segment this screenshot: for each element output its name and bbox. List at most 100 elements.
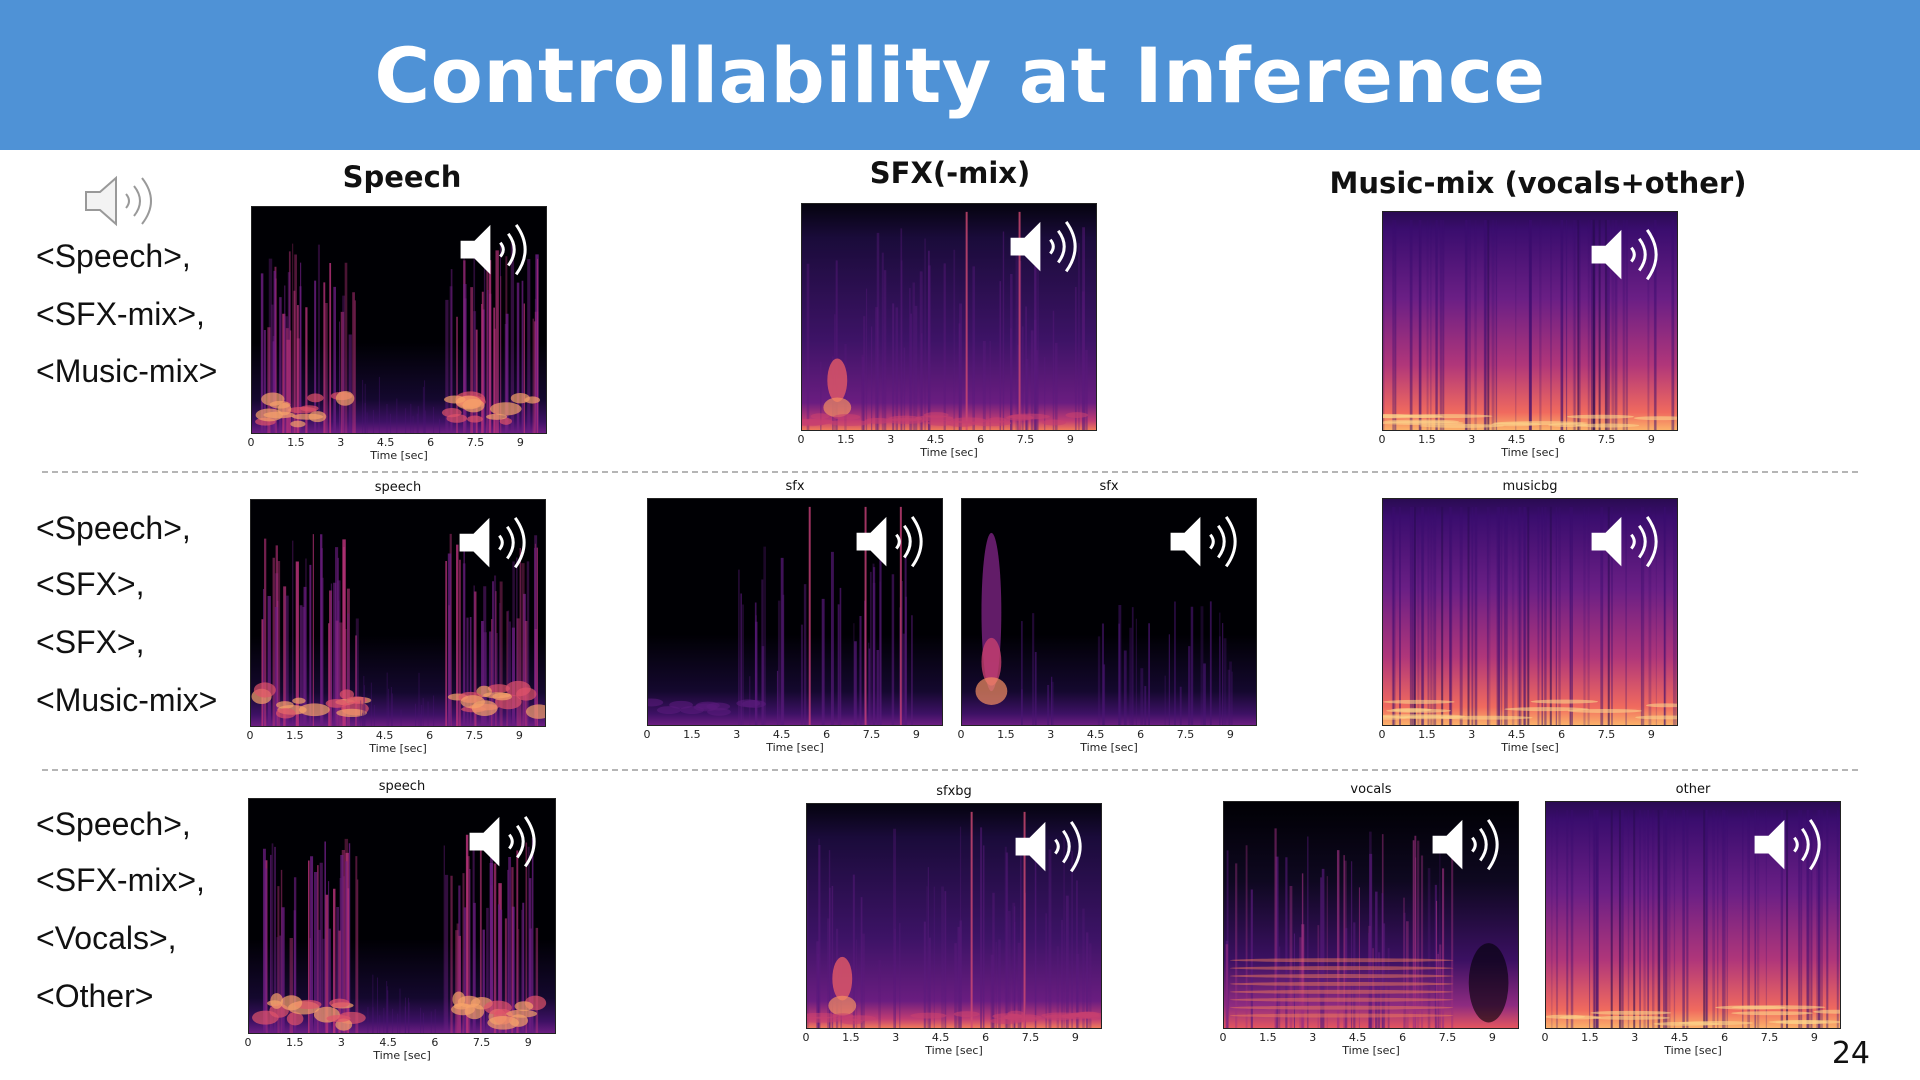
x-axis-label: Time [sec] [1080, 741, 1138, 754]
x-tick-label: 4.5 [1348, 1031, 1367, 1044]
x-tick-label: 7.5 [466, 436, 485, 449]
spectrogram-image [250, 499, 546, 727]
x-tick-label: 0 [244, 1036, 252, 1049]
x-tick-label: 3 [1309, 1031, 1317, 1044]
spectrogram-panel[interactable]: 0 1.5 3 4.5 6 7.5 9 Time [sec] [797, 203, 1097, 461]
spectrogram-image [251, 206, 547, 434]
x-tick-label: 7.5 [1597, 728, 1616, 741]
x-tick-label: 3 [1468, 728, 1476, 741]
x-axis-label: Time [sec] [373, 1049, 431, 1062]
x-tick-label: 6 [982, 1031, 990, 1044]
row-label: <SFX-mix>, [36, 296, 205, 332]
x-tick-label: 0 [1541, 1031, 1549, 1044]
x-tick-label: 9 [515, 729, 523, 742]
speaker-volume-icon[interactable] [1010, 220, 1077, 273]
speaker-volume-icon[interactable] [1015, 820, 1082, 873]
x-tick-label: 0 [797, 433, 805, 446]
speaker-volume-icon[interactable] [459, 516, 526, 569]
x-tick-label: 1.5 [683, 728, 701, 741]
x-tick-label: 7.5 [465, 729, 484, 742]
x-tick-label: 9 [1071, 1031, 1079, 1044]
x-tick-label: 6 [1558, 728, 1566, 741]
x-tick-label: 1.5 [837, 433, 855, 446]
spectrogram-panel[interactable]: sfx 0 1.5 3 4.5 6 7.5 9 Time [sec] [644, 479, 943, 756]
x-axis-label: Time [sec] [1501, 446, 1559, 459]
speaker-volume-icon[interactable] [1754, 818, 1821, 871]
x-axis-label: Time [sec] [1342, 1044, 1400, 1057]
row-label: <Other> [36, 978, 154, 1014]
x-tick-label: 9 [1066, 433, 1074, 446]
x-tick-label: 1.5 [1259, 1031, 1277, 1044]
speaker-outline-icon[interactable] [82, 170, 162, 232]
x-tick-label: 1.5 [285, 1036, 304, 1049]
x-tick-label: 9 [1810, 1031, 1818, 1044]
x-tick-label: 3 [733, 728, 741, 741]
slide-title: Controllability at Inference [374, 30, 1546, 120]
spectrogram-image [801, 203, 1097, 431]
x-tick-label: 6 [1721, 1031, 1729, 1044]
speaker-volume-icon[interactable] [460, 223, 527, 276]
spectrogram-image [1223, 801, 1519, 1029]
spectrogram-panel[interactable]: musicbg 0 1.5 3 4.5 6 7.5 9 Time [sec] [1379, 479, 1678, 756]
x-tick-label: 3 [892, 1031, 900, 1044]
x-axis-label: Time [sec] [920, 446, 978, 459]
spectrogram-panel[interactable]: 0 1.5 3 4.5 6 7.5 9 Time [sec] [248, 206, 547, 464]
x-tick-label: 6 [1137, 728, 1145, 741]
spectrogram-panel[interactable]: other 0 1.5 3 4.5 6 7.5 9 Time [sec] [1541, 782, 1841, 1059]
row-separator [42, 769, 1858, 771]
x-tick-label: 3 [1631, 1031, 1639, 1044]
x-tick-label: 6 [431, 1036, 439, 1049]
x-axis-label: Time [sec] [766, 741, 824, 754]
row-label: <Speech>, [36, 238, 191, 274]
x-tick-label: 7.5 [1760, 1031, 1779, 1044]
spectrogram-panel[interactable]: sfxbg 0 1.5 3 4.5 6 7.5 9 Time [sec] [802, 784, 1102, 1059]
spectrogram-image [647, 498, 943, 726]
x-tick-label: 0 [246, 729, 254, 742]
x-tick-label: 3 [336, 729, 344, 742]
x-axis-label: Time [sec] [369, 742, 427, 755]
speaker-volume-icon[interactable] [856, 515, 923, 568]
spectrogram-image [806, 803, 1102, 1029]
x-tick-label: 4.5 [379, 1036, 397, 1049]
row-label: <SFX-mix>, [36, 862, 205, 898]
spectrogram-panel[interactable]: 0 1.5 3 4.5 6 7.5 9 Time [sec] [1379, 211, 1678, 461]
spectrogram-image [1545, 801, 1841, 1029]
speaker-volume-icon[interactable] [1591, 228, 1658, 281]
x-tick-label: 4.5 [772, 728, 791, 741]
row-label: <Vocals>, [36, 920, 177, 956]
x-tick-label: 7.5 [862, 728, 881, 741]
spectrogram-panel[interactable]: vocals 0 1.5 3 4.5 6 7.5 9 Time [sec] [1220, 782, 1519, 1059]
x-tick-label: 6 [426, 729, 434, 742]
x-tick-label: 4.5 [1670, 1031, 1689, 1044]
x-tick-label: 1.5 [286, 729, 304, 742]
speaker-volume-icon[interactable] [1591, 515, 1658, 568]
x-tick-label: 7.5 [472, 1036, 491, 1049]
x-tick-label: 7.5 [1438, 1031, 1457, 1044]
x-tick-label: 4.5 [1086, 728, 1105, 741]
page-number: 24 [1831, 1036, 1870, 1071]
x-tick-label: 0 [802, 1031, 810, 1044]
x-tick-label: 1.5 [1418, 728, 1436, 741]
speaker-volume-icon[interactable] [469, 815, 536, 868]
x-tick-label: 3 [337, 436, 345, 449]
row-separator [42, 471, 1858, 473]
spectrogram-title: other [1675, 782, 1711, 797]
x-tick-label: 7.5 [1016, 433, 1035, 446]
speaker-volume-icon[interactable] [1432, 818, 1499, 871]
x-tick-label: 1.5 [1581, 1031, 1599, 1044]
spectrogram-panel[interactable]: sfx 0 1.5 3 4.5 6 7.5 9 Time [sec] [958, 479, 1257, 756]
x-tick-label: 4.5 [375, 729, 394, 742]
x-tick-label: 6 [823, 728, 831, 741]
x-tick-label: 9 [1647, 433, 1655, 446]
x-tick-label: 6 [1399, 1031, 1407, 1044]
x-tick-label: 4.5 [1507, 433, 1526, 446]
row-label: <SFX>, [36, 566, 145, 602]
speaker-volume-icon[interactable] [1170, 515, 1237, 568]
x-tick-label: 9 [912, 728, 920, 741]
column-title-sfx: SFX(-mix) [869, 156, 1031, 190]
spectrogram-panel[interactable]: speech 0 1.5 3 4.5 6 7.5 9 Time [sec] [244, 779, 556, 1064]
x-axis-label: Time [sec] [1501, 741, 1559, 754]
spectrogram-panel[interactable]: speech 0 1.5 3 4.5 6 7.5 9 Time [sec] [246, 480, 546, 757]
x-tick-label: 4.5 [376, 436, 395, 449]
x-tick-label: 6 [1558, 433, 1566, 446]
